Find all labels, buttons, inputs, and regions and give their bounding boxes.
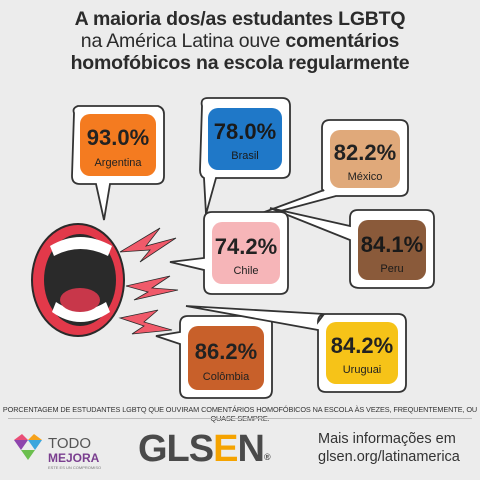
bubble-value: 84.1% bbox=[361, 232, 423, 257]
bubble-country: México bbox=[348, 171, 383, 183]
mejora-tagline: ESTE ES UN COMPROMISO bbox=[48, 465, 101, 470]
bubble-uruguai: 84.2% Uruguai bbox=[185, 305, 407, 393]
glsen-e: E bbox=[213, 428, 238, 470]
shouting-mouth-icon bbox=[31, 223, 125, 337]
bubble-value: 86.2% bbox=[195, 339, 257, 364]
bubble-value: 82.2% bbox=[334, 140, 396, 165]
glsen-gls: GLS bbox=[138, 428, 214, 470]
todo-wordmark: TODO bbox=[48, 435, 91, 452]
bubble-value: 93.0% bbox=[87, 125, 149, 150]
todo-mejora-logo: TODO MEJORA ESTE ES UN COMPROMISO bbox=[14, 434, 101, 470]
more-info-label: Mais informações em bbox=[318, 431, 456, 447]
headline-line-2-bold: comentários bbox=[285, 30, 400, 52]
more-info: Mais informações em glsen.org/latinameri… bbox=[318, 430, 460, 466]
footnote: PORCENTAGEM DE ESTUDANTES LGBTQ QUE OUVI… bbox=[2, 405, 478, 423]
bubble-country: Chile bbox=[233, 265, 258, 277]
bubble-country: Argentina bbox=[94, 157, 142, 169]
headline-line-1: A maioria dos/as estudantes LGBTQ bbox=[74, 8, 406, 30]
heart-icon bbox=[14, 434, 42, 460]
bubble-country: Colômbia bbox=[203, 371, 250, 383]
bubble-country: Peru bbox=[380, 263, 403, 275]
headline-line-2: na América Latina ouve comentários bbox=[0, 30, 480, 52]
glsen-logo: GLSEN® bbox=[138, 427, 271, 471]
bubble-value: 84.2% bbox=[331, 333, 393, 358]
bubble-mexico: 82.2% México bbox=[231, 119, 409, 225]
headline-line-2-plain: na América Latina ouve bbox=[80, 30, 286, 52]
headline-line-3: homofóbicos na escola regularmente bbox=[70, 52, 410, 74]
bubble-value: 78.0% bbox=[214, 119, 276, 144]
bubble-country: Brasil bbox=[231, 150, 259, 162]
bubble-chile: 74.2% Chile bbox=[169, 211, 289, 295]
bubble-peru: 84.1% Peru bbox=[269, 207, 435, 289]
bubble-country: Uruguai bbox=[343, 364, 382, 376]
bubble-colombia: 86.2% Colômbia bbox=[155, 315, 273, 399]
glsen-n: N bbox=[237, 428, 264, 470]
mejora-wordmark: MEJORA bbox=[48, 451, 100, 465]
divider bbox=[8, 418, 472, 419]
headline: A maioria dos/as estudantes LGBTQ na Amé… bbox=[0, 8, 480, 74]
bubble-brasil: 78.0% Brasil bbox=[199, 97, 291, 215]
glsen-registered: ® bbox=[263, 452, 271, 462]
more-info-url[interactable]: glsen.org/latinamerica bbox=[318, 449, 460, 465]
shout-lines bbox=[118, 227, 179, 335]
bubble-argentina: 93.0% Argentina bbox=[71, 105, 165, 221]
bubble-value: 74.2% bbox=[215, 234, 277, 259]
